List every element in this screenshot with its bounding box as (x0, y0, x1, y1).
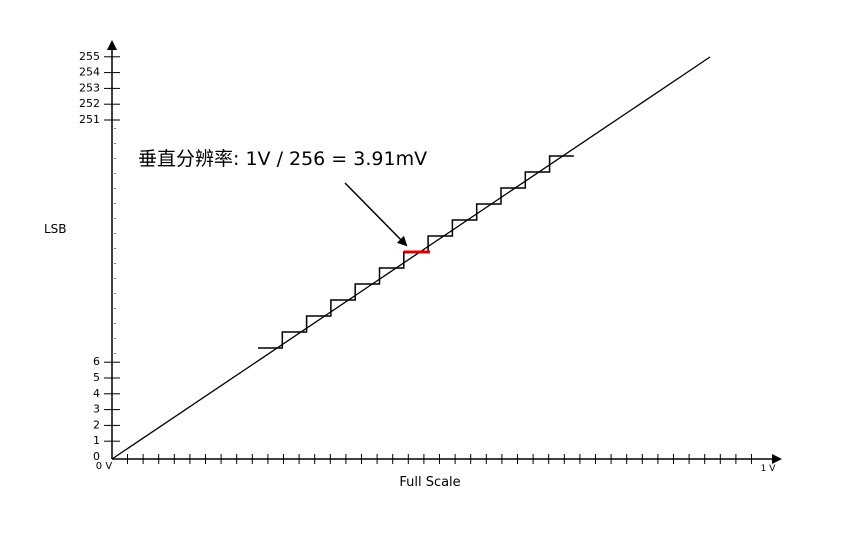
x-start-label: 0 V (96, 461, 113, 472)
y-tick-label: 2 (93, 418, 100, 431)
annotation-arrow (344, 182, 408, 247)
y-tick-label: 254 (79, 66, 100, 79)
y-tick-label: 251 (79, 113, 100, 126)
y-tick-label: 0 (93, 450, 100, 463)
y-tick-label: 252 (79, 97, 100, 110)
x-axis-label: Full Scale (399, 475, 460, 490)
annotation: 垂直分辨率: 1V / 256 = 3.91mV (138, 148, 427, 170)
y-tick-label: 255 (79, 50, 100, 63)
y-tick-label: 6 (93, 355, 100, 368)
y-tick-label: 1 (93, 434, 100, 447)
ideal-line (111, 56, 711, 460)
y-tick-label: 3 (93, 403, 100, 416)
x-end-label: 1 V (761, 464, 777, 474)
y-tick-label: 253 (79, 81, 100, 94)
y-axis-label: LSB (44, 222, 67, 236)
y-tick-label: 4 (93, 387, 100, 400)
y-tick-label: 5 (93, 371, 100, 384)
